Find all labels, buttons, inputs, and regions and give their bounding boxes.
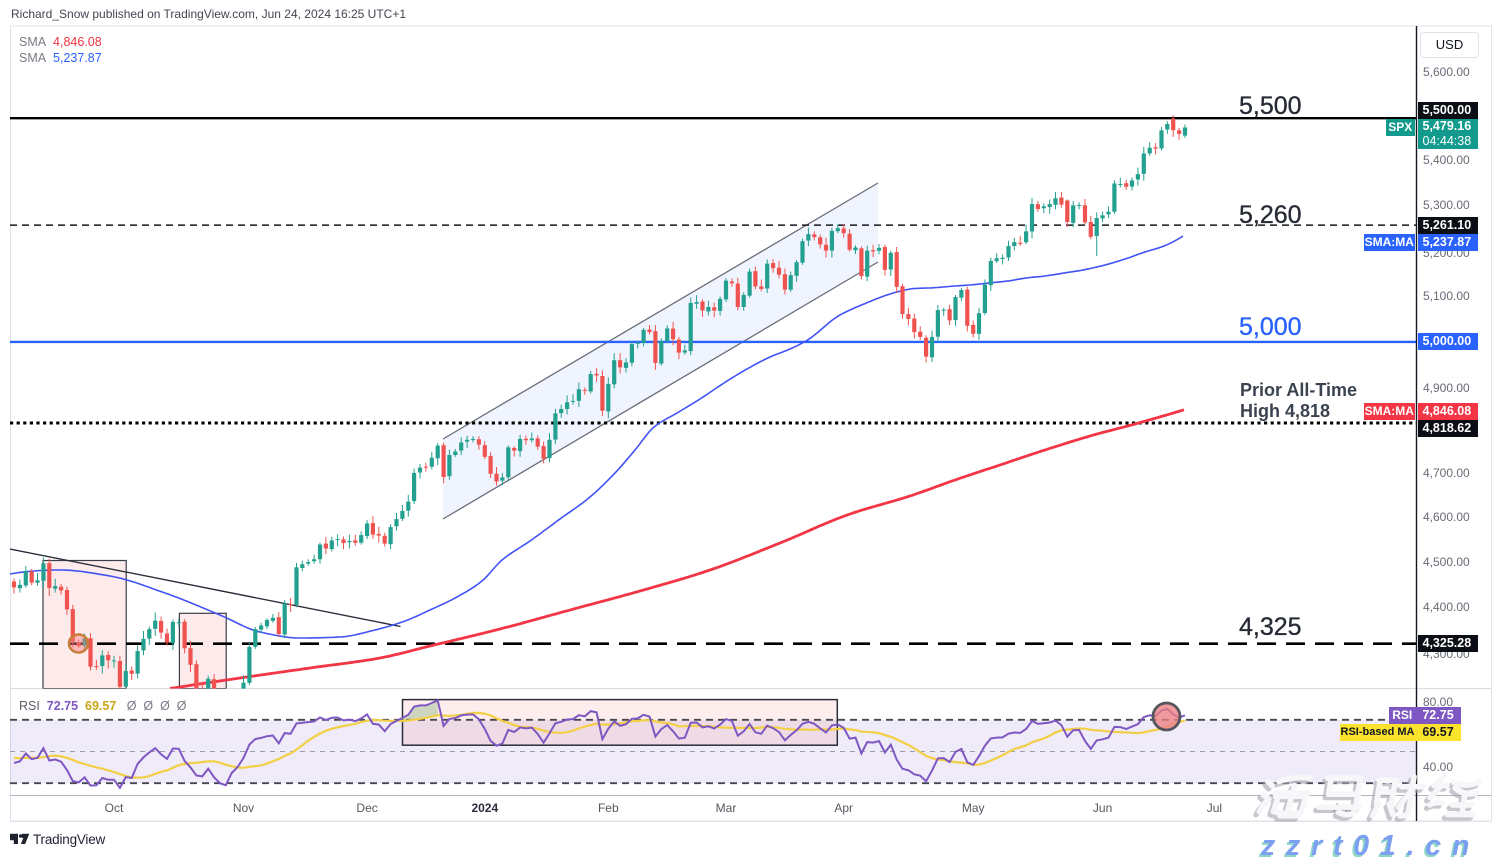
svg-text:TradingView: TradingView — [33, 832, 106, 847]
